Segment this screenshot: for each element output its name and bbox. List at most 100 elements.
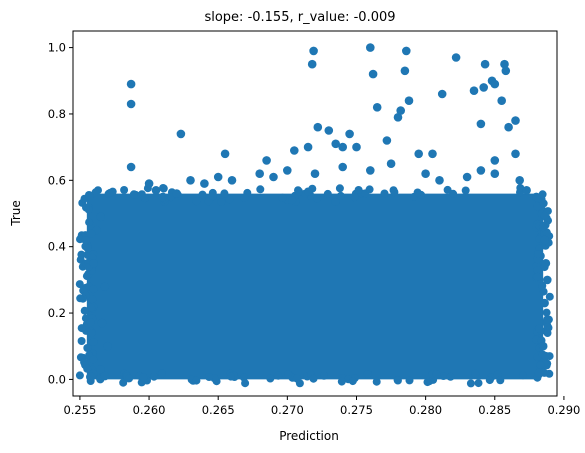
- scatter-point: [366, 166, 375, 175]
- scatter-point: [368, 69, 378, 79]
- scatter-point: [474, 379, 483, 388]
- scatter-point: [543, 275, 552, 285]
- scatter-point: [140, 194, 149, 203]
- scatter-point: [89, 285, 98, 294]
- scatter-point: [81, 236, 90, 244]
- scatter-point: [186, 176, 195, 185]
- scatter-point: [423, 378, 432, 387]
- scatter-point: [539, 199, 548, 208]
- scatter-point: [479, 83, 489, 92]
- scatter-point: [396, 106, 406, 115]
- scatter-point: [220, 189, 229, 198]
- scatter-point: [490, 169, 500, 178]
- scatter-point: [103, 341, 112, 351]
- scatter-point: [75, 280, 84, 289]
- scatter-point: [108, 187, 117, 196]
- y-tick-label: 1.0: [48, 41, 66, 55]
- x-tick-label: 0.285: [478, 403, 511, 417]
- scatter-point: [500, 59, 509, 69]
- scatter-point: [522, 186, 531, 195]
- scatter-point: [490, 79, 500, 89]
- scatter-point: [87, 329, 96, 338]
- scatter-point: [157, 369, 166, 378]
- scatter-point: [446, 372, 455, 381]
- scatter-point: [86, 229, 96, 238]
- scatter-point: [393, 113, 403, 122]
- scatter-point: [100, 282, 110, 291]
- scatter-point: [400, 66, 410, 76]
- scatter-point: [338, 162, 348, 172]
- scatter-point: [540, 235, 549, 245]
- scatter-point: [200, 179, 209, 188]
- scatter-point: [363, 370, 372, 378]
- scatter-point: [413, 188, 422, 197]
- scatter-point: [255, 169, 264, 178]
- scatter-point: [451, 53, 461, 62]
- scatter-point: [320, 371, 328, 380]
- scatter-point: [372, 103, 382, 112]
- x-tick-label: 0.265: [202, 403, 235, 417]
- scatter-point: [310, 169, 320, 178]
- scatter-point: [256, 185, 265, 194]
- scatter-point: [402, 46, 411, 56]
- scatter-point: [76, 294, 85, 303]
- scatter-point: [77, 337, 86, 345]
- scatter-point: [213, 172, 223, 182]
- y-tick-label: 0.4: [48, 240, 66, 254]
- scatter-point: [89, 338, 98, 346]
- scatter-point: [323, 189, 332, 198]
- scatter-point: [421, 169, 430, 178]
- scatter-point: [539, 287, 548, 296]
- scatter-point: [541, 259, 551, 268]
- scatter-point: [352, 142, 361, 152]
- scatter-point: [192, 376, 201, 385]
- scatter-point: [365, 185, 374, 194]
- scatter-point: [97, 318, 107, 328]
- scatter-point: [217, 198, 226, 206]
- scatter-point: [126, 99, 136, 109]
- scatter-point: [87, 303, 96, 312]
- scatter-point: [241, 379, 250, 388]
- dense-point-cloud: [86, 193, 544, 380]
- scatter-point: [75, 371, 84, 380]
- scatter-point: [125, 374, 134, 383]
- scatter-point: [284, 370, 293, 379]
- scatter-point: [266, 374, 275, 383]
- scatter-point: [515, 176, 524, 185]
- scatter-point: [348, 377, 357, 386]
- scatter-point: [158, 192, 168, 202]
- scatter-point: [313, 122, 323, 132]
- scatter-point: [437, 89, 447, 99]
- scatter-point: [435, 176, 444, 185]
- scatter-point: [269, 172, 278, 182]
- scatter-point: [538, 341, 548, 351]
- scatter-point: [519, 371, 527, 380]
- scatter-point: [350, 193, 359, 202]
- scatter-point: [307, 59, 317, 69]
- scatter-point: [88, 295, 97, 304]
- scatter-point: [83, 244, 92, 253]
- x-tick-label: 0.280: [409, 403, 442, 417]
- y-tick-label: 0.8: [48, 107, 66, 121]
- scatter-point: [83, 364, 92, 373]
- scatter-point: [545, 292, 554, 301]
- scatter-point: [86, 318, 95, 327]
- y-axis-label: True: [9, 200, 23, 227]
- x-tick-label: 0.290: [547, 403, 580, 417]
- scatter-point: [533, 272, 542, 281]
- scatter-point: [533, 202, 542, 211]
- scatter-point: [225, 195, 234, 204]
- scatter-point: [139, 373, 148, 382]
- x-tick-label: 0.275: [340, 403, 373, 417]
- scatter-point: [439, 372, 448, 380]
- scatter-point: [337, 377, 346, 386]
- dense-scatter-region: [75, 184, 554, 388]
- scatter-point: [288, 196, 297, 205]
- scatter-point: [126, 79, 136, 89]
- scatter-point: [536, 361, 545, 369]
- scatter-point: [240, 193, 249, 202]
- scatter-point: [466, 379, 475, 388]
- scatter-point: [292, 374, 301, 383]
- scatter-point: [405, 376, 414, 385]
